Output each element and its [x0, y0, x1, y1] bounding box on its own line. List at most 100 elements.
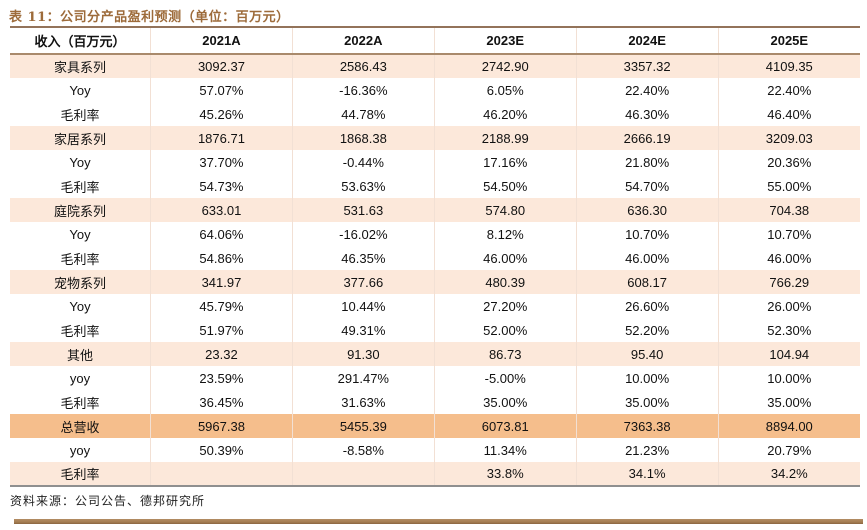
cell: 104.94: [769, 346, 810, 362]
table-row-13: yoy 23.59% 291.47% -5.00% 10.00% 10.00%: [10, 366, 860, 390]
row-label: 家具系列: [10, 54, 151, 78]
cell: 6.05%: [434, 78, 577, 102]
page-footer-bar: [14, 519, 863, 524]
cell: 8.12%: [434, 222, 577, 246]
row-label: Yoy: [10, 150, 151, 174]
cell: 52.20%: [576, 318, 719, 342]
row-label: yoy: [10, 366, 151, 390]
cell: [150, 462, 293, 486]
cell: 45.79%: [150, 294, 293, 318]
table-row-10: Yoy 45.79% 10.44% 27.20% 26.60% 26.00%: [10, 294, 860, 318]
cell: 54.73%: [150, 174, 293, 198]
cell: 17.16%: [434, 150, 577, 174]
cell: 2188.99: [434, 126, 577, 150]
cell: 10.00%: [767, 370, 812, 386]
header-row: 收入（百万元） 2021A 2022A 2023E 2024E 2025E: [10, 27, 860, 54]
row-label: 毛利率: [10, 318, 151, 342]
cell: 2742.90: [434, 54, 577, 78]
cell: 34.1%: [576, 462, 719, 486]
column-header-2021A: 2021A: [150, 27, 293, 54]
cell: 3092.37: [150, 54, 293, 78]
table-row-16: yoy 50.39% -8.58% 11.34% 21.23% 20.79%: [10, 438, 860, 462]
cell: 35.00%: [576, 390, 719, 414]
table-row-7: Yoy 64.06% -16.02% 8.12% 10.70% 10.70%: [10, 222, 860, 246]
cell: 608.17: [576, 270, 719, 294]
cell: 341.97: [150, 270, 293, 294]
cell: 531.63: [292, 198, 435, 222]
cell: 11.34%: [434, 438, 577, 462]
cell: 20.36%: [767, 154, 812, 170]
cell: 21.23%: [576, 438, 719, 462]
row-label: 毛利率: [10, 390, 151, 414]
cell: 95.40: [576, 342, 719, 366]
cell: [292, 462, 435, 486]
cell: 574.80: [434, 198, 577, 222]
cell: 46.40%: [767, 106, 812, 122]
cell: 46.20%: [434, 102, 577, 126]
cell: 1868.38: [292, 126, 435, 150]
column-header-2023E: 2023E: [434, 27, 577, 54]
cell: 480.39: [434, 270, 577, 294]
cell: 54.70%: [576, 174, 719, 198]
cell: 22.40%: [576, 78, 719, 102]
cell: 35.00%: [434, 390, 577, 414]
row-label: 其他: [10, 342, 151, 366]
cell: 34.2%: [770, 466, 808, 481]
cell: 27.20%: [434, 294, 577, 318]
cell: 4109.35: [765, 59, 813, 74]
table-title: 表 11：公司分产品盈利预测（单位：百万元）: [9, 10, 290, 25]
cell: 46.00%: [434, 246, 577, 270]
cell: 46.30%: [576, 102, 719, 126]
cell: 2586.43: [292, 54, 435, 78]
row-label: 宠物系列: [10, 270, 151, 294]
cell: 8894.00: [765, 418, 813, 434]
row-label: 毛利率: [10, 102, 151, 126]
column-header-2025E: 2025E: [770, 33, 809, 48]
cell: 86.73: [434, 342, 577, 366]
row-label: 毛利率: [10, 174, 151, 198]
cell: 36.45%: [150, 390, 293, 414]
table-header: 收入（百万元） 2021A 2022A 2023E 2024E 2025E: [10, 27, 860, 54]
cell: 33.8%: [434, 462, 577, 486]
table-row-3: 家居系列 1876.71 1868.38 2188.99 2666.19 3209.03: [10, 126, 860, 150]
column-header-2024E: 2024E: [576, 27, 719, 54]
table-row-6: 庭院系列 633.01 531.63 574.80 636.30 704.38: [10, 198, 860, 222]
cell: 20.79%: [767, 442, 812, 458]
table-row-14: 毛利率 36.45% 31.63% 35.00% 35.00% 35.00%: [10, 390, 860, 414]
row-label: yoy: [10, 438, 151, 462]
cell: 46.35%: [292, 246, 435, 270]
cell: 35.00%: [767, 394, 812, 410]
cell: 91.30: [292, 342, 435, 366]
source-note: 资料来源：公司公告、德邦研究所: [10, 494, 206, 508]
cell: 45.26%: [150, 102, 293, 126]
cell: 21.80%: [576, 150, 719, 174]
cell: 10.44%: [292, 294, 435, 318]
cell: 5455.39: [292, 414, 435, 438]
row-label: Yoy: [10, 294, 151, 318]
cell: -0.44%: [292, 150, 435, 174]
cell: 1876.71: [150, 126, 293, 150]
table-row-12: 其他 23.32 91.30 86.73 95.40 104.94: [10, 342, 860, 366]
row-label: 家居系列: [10, 126, 151, 150]
cell: 23.32: [150, 342, 293, 366]
cell: 5967.38: [150, 414, 293, 438]
cell: 26.60%: [576, 294, 719, 318]
cell: -16.02%: [292, 222, 435, 246]
profit-forecast-table: 收入（百万元） 2021A 2022A 2023E 2024E 2025E 家具系列 309…: [10, 26, 860, 487]
cell: 377.66: [292, 270, 435, 294]
cell: 50.39%: [150, 438, 293, 462]
cell: 10.70%: [767, 226, 812, 242]
cell: 2666.19: [576, 126, 719, 150]
cell: -5.00%: [434, 366, 577, 390]
cell: 53.63%: [292, 174, 435, 198]
table-row-11: 毛利率 51.97% 49.31% 52.00% 52.20% 52.30%: [10, 318, 860, 342]
row-label: Yoy: [10, 78, 151, 102]
cell: 37.70%: [150, 150, 293, 174]
cell: -16.36%: [292, 78, 435, 102]
row-label: 总营收: [10, 414, 151, 438]
cell: 52.00%: [434, 318, 577, 342]
row-label: 毛利率: [10, 462, 151, 486]
table-row-1: Yoy 57.07% -16.36% 6.05% 22.40% 22.40%: [10, 78, 860, 102]
cell: 54.86%: [150, 246, 293, 270]
